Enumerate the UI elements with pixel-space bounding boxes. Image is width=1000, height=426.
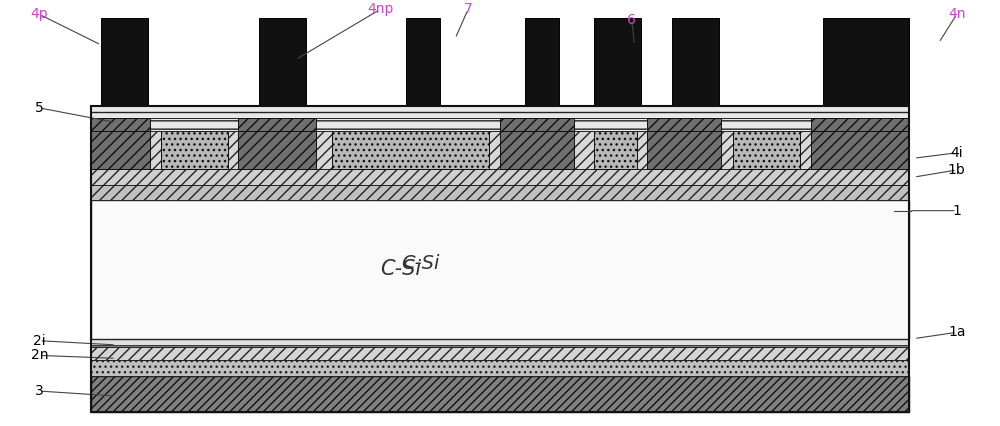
Bar [238,118,316,169]
Text: 5: 5 [35,101,44,115]
Text: 4n: 4n [948,7,965,21]
Text: C-Si: C-Si [380,259,421,279]
Bar [91,360,909,376]
Bar [91,106,909,118]
Bar [332,131,489,169]
Bar [500,118,574,169]
Bar [101,18,148,106]
Bar [594,18,641,106]
Bar [823,18,909,106]
Text: 1b: 1b [948,163,966,177]
Bar [238,118,316,131]
Bar [525,18,559,106]
Bar [733,118,800,131]
Bar [91,106,909,131]
Text: 4p: 4p [30,7,48,21]
Bar [91,118,150,131]
Bar [91,347,909,360]
Bar [91,200,909,339]
Bar [811,118,909,169]
Text: 4np: 4np [367,2,394,16]
Bar [672,18,719,106]
Bar [91,118,150,169]
Bar [647,118,721,169]
Bar [811,118,909,131]
Bar [91,376,909,412]
Bar [259,18,306,106]
Bar [500,118,574,131]
Bar [733,131,800,169]
Bar [91,169,909,185]
Text: 3: 3 [35,384,44,398]
Bar [594,131,637,169]
Bar [161,131,228,169]
Text: 7: 7 [464,2,472,16]
Bar [91,185,909,200]
Bar [332,118,489,131]
Bar [91,339,909,347]
Text: C-Si: C-Si [401,253,439,273]
Text: 1a: 1a [948,325,965,340]
Bar [161,118,228,131]
Bar [406,18,440,106]
Bar [91,118,909,169]
Bar [594,118,637,131]
Text: 6: 6 [627,13,636,27]
Text: 2n: 2n [31,348,48,363]
Bar [647,118,721,131]
Bar [91,106,909,412]
Text: 1: 1 [952,204,961,218]
Text: 4i: 4i [950,146,963,160]
Text: 2i: 2i [33,334,46,348]
